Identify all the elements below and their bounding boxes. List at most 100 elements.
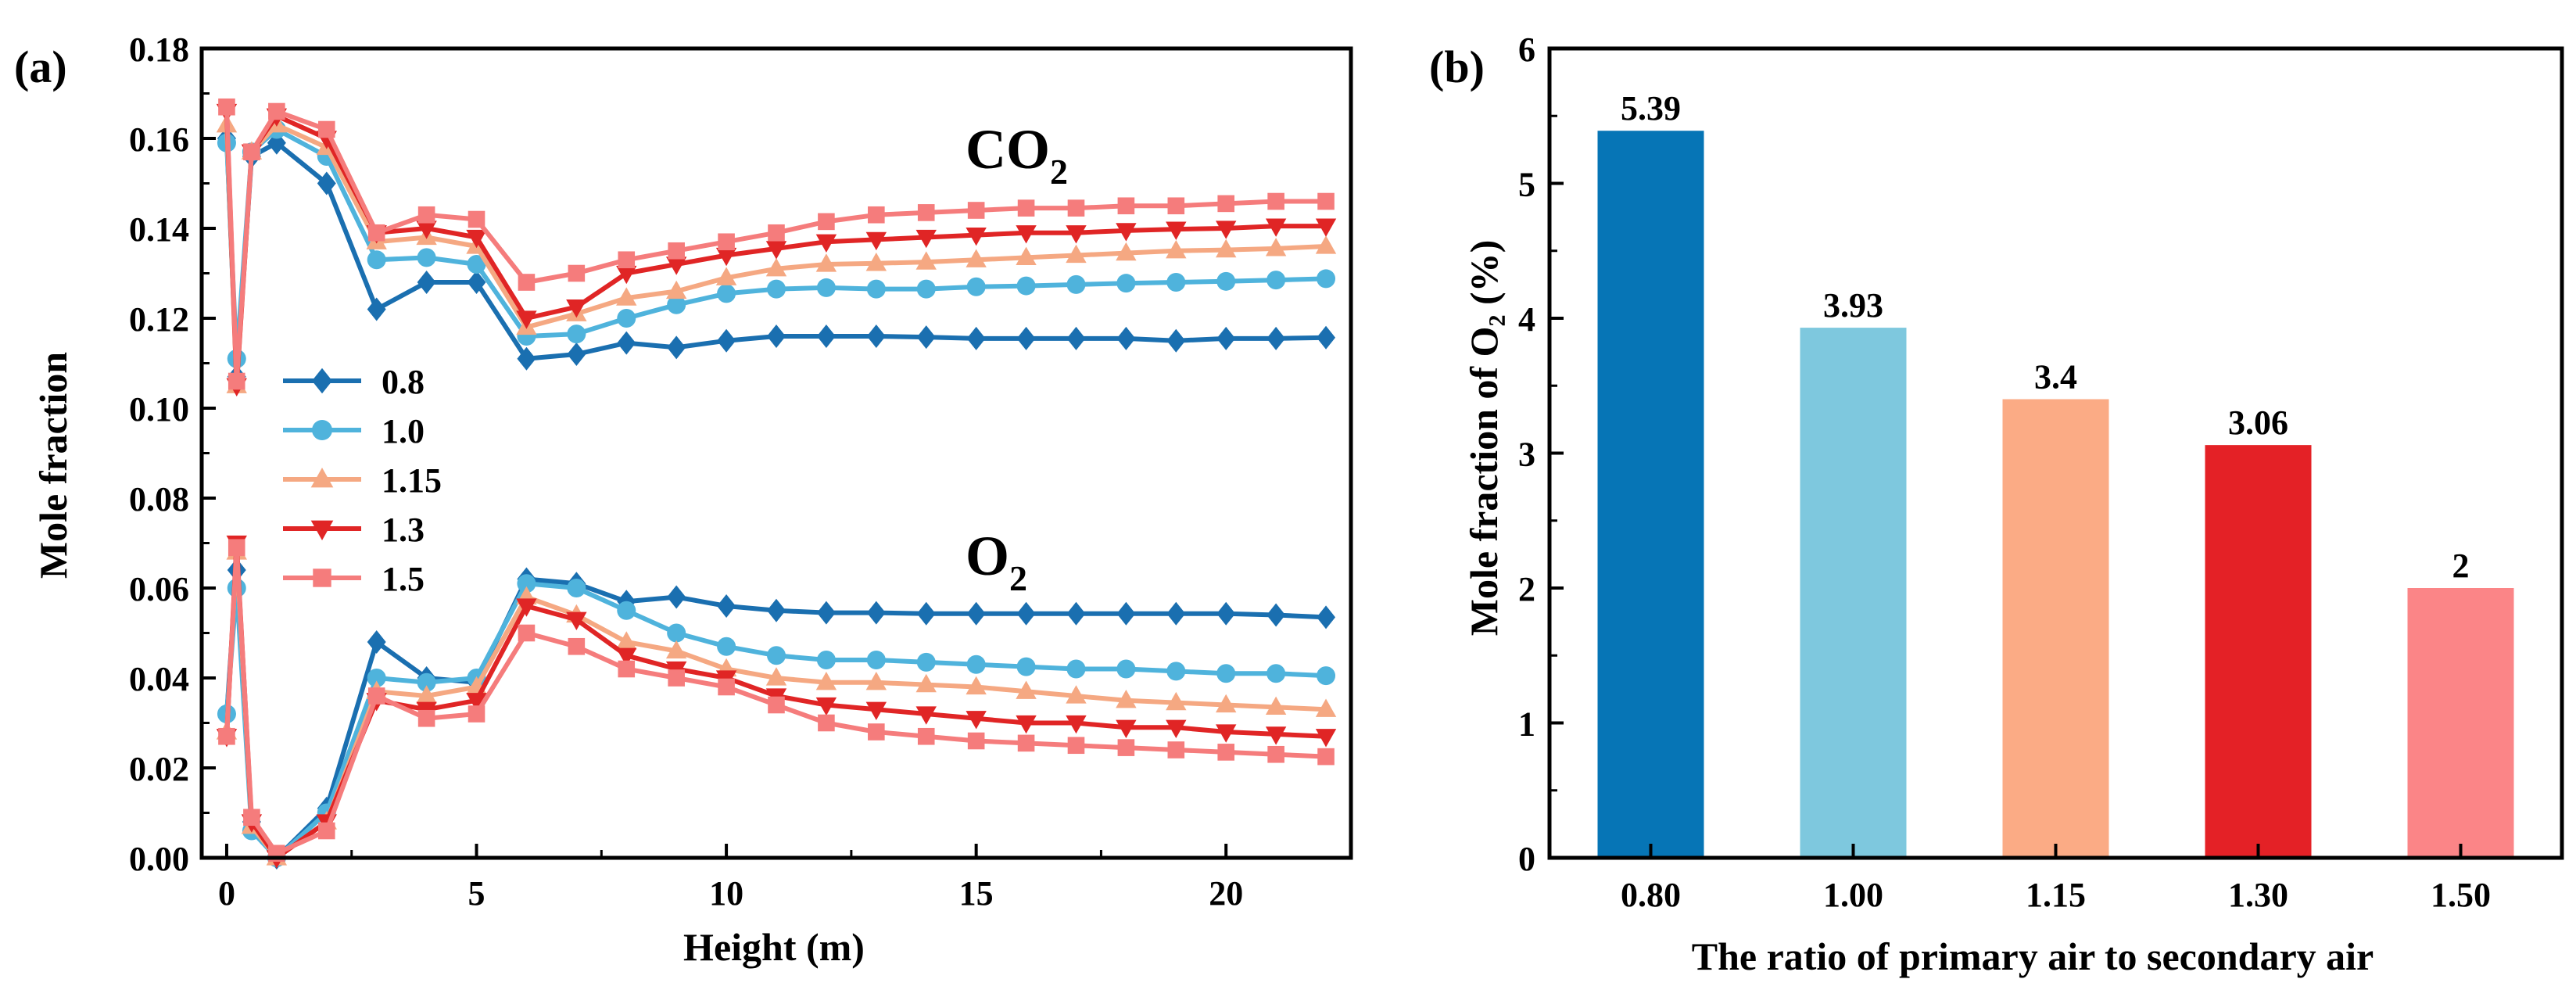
data-point-co2-1.5 (417, 206, 435, 224)
data-point-o2-0.8 (367, 630, 386, 654)
data-point-co2-1.15 (815, 253, 837, 272)
y-tick-label: 3 (1518, 436, 1535, 474)
data-point-co2-1.15 (1166, 239, 1187, 259)
data-point-co2-1.15 (616, 287, 637, 306)
data-point-o2-1.0 (1166, 662, 1186, 681)
legend-label-1.15: 1.15 (382, 461, 442, 500)
data-point-o2-1.5 (568, 637, 586, 655)
panel-a-label: (a) (14, 41, 67, 92)
y-tick-label: 0.00 (129, 840, 189, 878)
data-point-o2-0.8 (916, 601, 936, 626)
data-point-co2-1.5 (468, 210, 485, 228)
data-point-o2-1.0 (866, 651, 886, 669)
data-point-o2-1.5 (868, 723, 885, 741)
panel-b-label: (b) (1429, 41, 1485, 92)
data-point-co2-1.0 (367, 250, 386, 270)
x-tick-label-1.00: 1.00 (1823, 876, 1883, 914)
data-point-co2-1.0 (916, 279, 936, 299)
data-point-o2-1.0 (1066, 659, 1086, 679)
data-point-co2-0.8 (467, 271, 486, 294)
data-point-co2-0.8 (767, 325, 786, 348)
bar-value-label-0.80: 5.39 (1621, 89, 1681, 127)
legend-label-1.3: 1.3 (382, 511, 425, 549)
data-point-co2-1.3 (616, 265, 637, 285)
data-point-o2-1.0 (816, 651, 836, 669)
data-point-o2-1.3 (466, 693, 487, 712)
data-point-co2-1.3 (966, 228, 987, 246)
data-point-co2-1.0 (1166, 273, 1186, 292)
data-point-o2-1.15 (915, 673, 937, 693)
data-point-o2-1.0 (1267, 664, 1286, 683)
data-point-o2-1.3 (566, 611, 587, 631)
data-point-co2-0.8 (617, 331, 636, 355)
data-point-o2-1.5 (243, 809, 260, 827)
data-point-co2-1.3 (765, 241, 787, 260)
panel-a-xlabel: Height (m) (683, 925, 865, 969)
data-point-co2-1.5 (243, 143, 260, 161)
data-point-co2-1.3 (566, 299, 587, 318)
data-point-co2-1.5 (1117, 197, 1135, 215)
data-point-co2-1.5 (317, 120, 335, 138)
data-point-co2-0.8 (1267, 326, 1286, 350)
data-point-co2-1.15 (1265, 238, 1287, 256)
data-point-co2-1.3 (815, 234, 837, 253)
data-point-o2-1.5 (1317, 748, 1335, 766)
y-tick-label: 0.16 (129, 120, 189, 159)
data-point-co2-1.3 (865, 231, 887, 251)
data-point-co2-1.5 (618, 251, 636, 269)
data-point-co2-1.0 (417, 248, 436, 267)
data-point-co2-1.5 (768, 224, 785, 242)
y-tick-label: 5 (1518, 166, 1535, 204)
data-point-co2-1.15 (966, 249, 987, 267)
data-point-co2-1.3 (715, 247, 737, 267)
data-point-co2-1.0 (667, 295, 686, 314)
data-point-o2-1.0 (1317, 666, 1336, 686)
data-point-o2-1.5 (1217, 744, 1235, 761)
data-point-o2-1.5 (1017, 734, 1035, 752)
data-point-o2-0.8 (717, 594, 736, 618)
data-point-co2-1.0 (717, 284, 736, 303)
data-point-co2-0.8 (816, 325, 836, 348)
x-tick-label-1.15: 1.15 (2026, 876, 2086, 914)
data-point-co2-1.5 (868, 206, 885, 224)
data-point-co2-1.15 (1315, 235, 1337, 254)
y-tick-label: 1 (1518, 705, 1535, 744)
data-point-co2-1.5 (967, 202, 985, 219)
data-point-o2-1.5 (1117, 739, 1135, 756)
data-point-co2-0.8 (717, 328, 736, 353)
data-point-co2-1.3 (1116, 223, 1137, 242)
y-tick-label: 0 (1518, 840, 1535, 878)
data-point-o2-1.15 (1166, 691, 1187, 711)
bar-1.15 (2002, 399, 2109, 858)
data-point-o2-1.3 (815, 697, 837, 716)
data-point-o2-0.8 (1066, 601, 1086, 626)
legend-marker-1.0 (312, 420, 332, 440)
x-tick-label: 0 (218, 874, 235, 913)
data-point-co2-0.8 (1216, 326, 1236, 350)
data-point-o2-0.8 (1267, 603, 1286, 627)
data-point-co2-1.15 (1016, 246, 1037, 265)
data-point-o2-1.5 (228, 539, 245, 557)
y-tick-label: 0.06 (129, 570, 189, 608)
data-point-co2-1.0 (816, 278, 836, 297)
data-point-o2-0.8 (1216, 601, 1236, 626)
data-point-co2-1.5 (518, 274, 536, 291)
data-point-o2-1.0 (617, 601, 636, 620)
legend-marker-1.15 (310, 468, 334, 488)
data-point-co2-1.3 (516, 310, 537, 329)
x-tick-label: 5 (468, 874, 485, 913)
panel-a-line-chart: (a) 0.00 0.02 0.04 0.06 0.08 0.10 0.12 0.14 0.16… (14, 30, 1353, 969)
data-point-o2-1.15 (1016, 680, 1037, 699)
data-point-co2-1.5 (268, 102, 285, 120)
data-point-co2-1.3 (1265, 218, 1287, 237)
data-point-co2-0.8 (1166, 328, 1186, 353)
data-point-o2-1.5 (668, 669, 685, 687)
data-point-co2-1.15 (1116, 242, 1137, 261)
data-point-o2-1.3 (616, 647, 637, 667)
data-point-o2-1.15 (865, 671, 887, 690)
data-point-co2-1.5 (668, 242, 685, 260)
data-point-co2-1.0 (1116, 274, 1136, 293)
data-point-o2-1.0 (1216, 664, 1236, 683)
data-point-co2-1.5 (228, 372, 245, 390)
data-point-co2-0.8 (1317, 325, 1336, 350)
